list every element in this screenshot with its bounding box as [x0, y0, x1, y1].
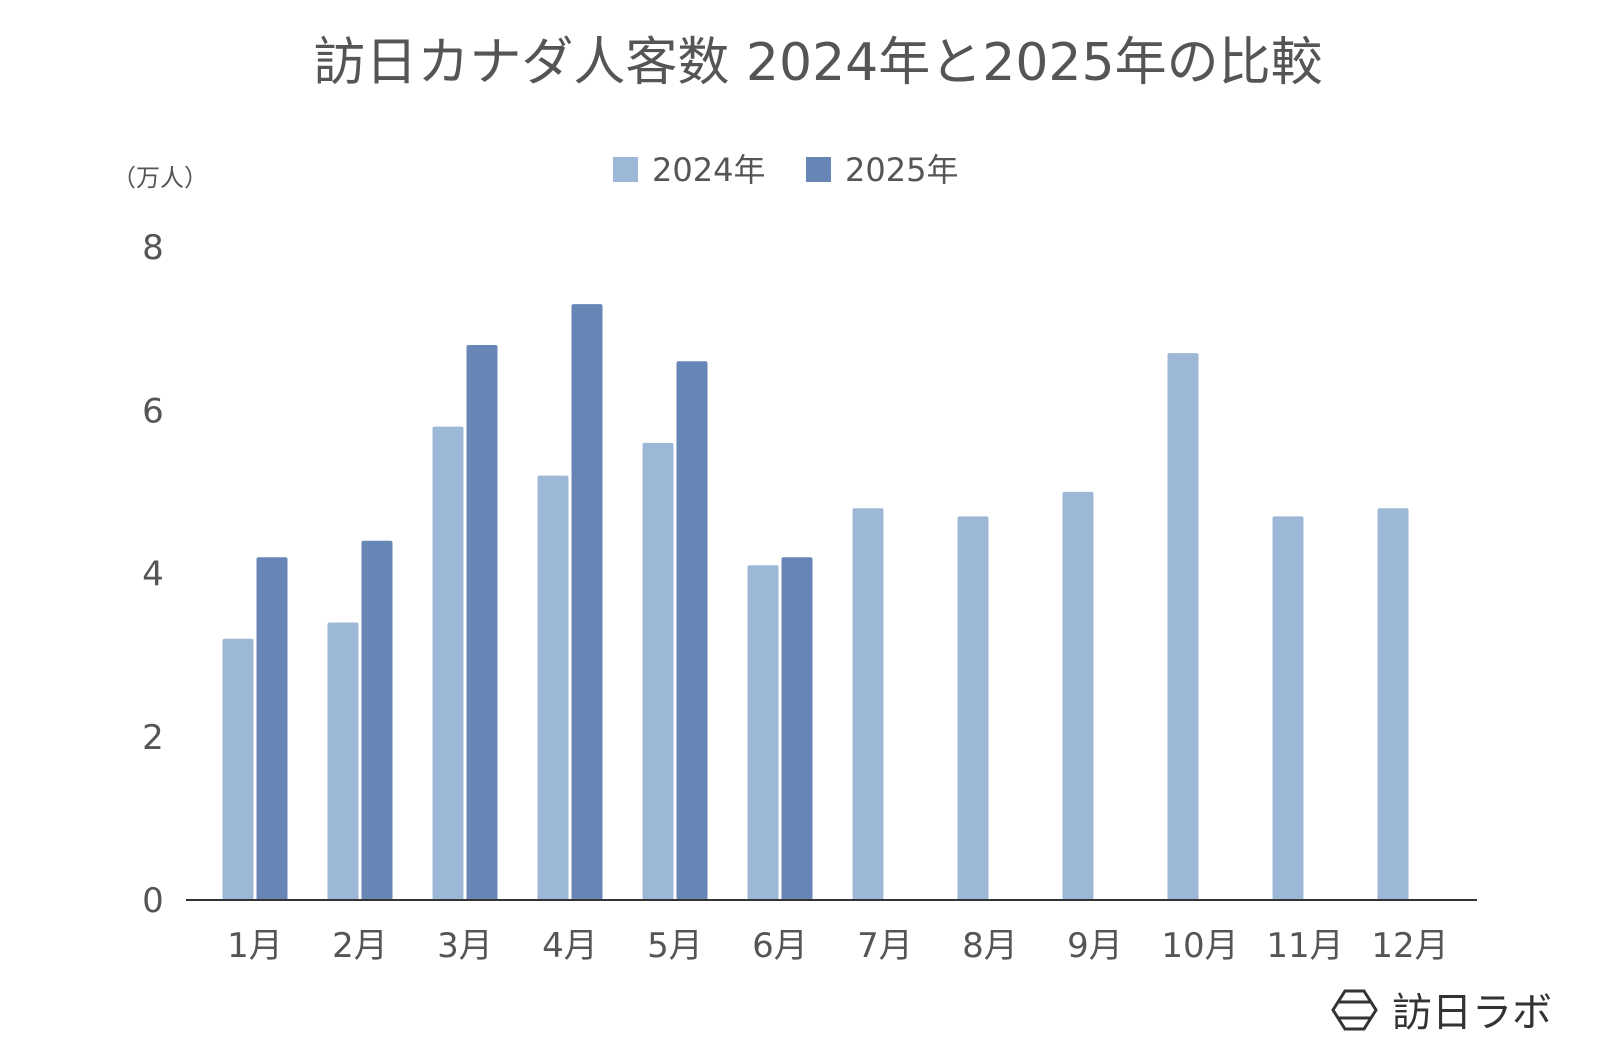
bar-9月-2024年 — [1062, 491, 1094, 900]
x-tick-label: 5月 — [647, 926, 703, 966]
x-tick-label: 3月 — [437, 926, 493, 966]
bar-3月-2024年 — [432, 426, 464, 900]
bar-7月-2024年 — [852, 508, 884, 900]
y-tick-label: 8 — [142, 228, 164, 268]
x-tick-label: 11月 — [1266, 926, 1343, 966]
bar-4月-2024年 — [537, 475, 569, 900]
x-tick-label: 1月 — [227, 926, 283, 966]
legend: 2024年 2025年 — [613, 151, 958, 189]
legend-label: 2025年 — [845, 151, 958, 189]
bar-8月-2024年 — [957, 516, 989, 900]
x-tick-label: 6月 — [752, 926, 808, 966]
bar-12月-2024年 — [1377, 508, 1409, 900]
x-axis-ticks: 1月 2月 3月 4月 5月 6月 7月 8月 9月 10月 11月 12月 — [227, 926, 1448, 966]
y-tick-label: 0 — [142, 881, 164, 921]
bar-1月-2025年 — [256, 557, 288, 900]
x-tick-label: 10月 — [1161, 926, 1238, 966]
bar-4月-2025年 — [571, 304, 603, 901]
brand-name: 訪日ラボ — [1392, 990, 1552, 1036]
legend-swatch — [806, 157, 831, 182]
x-tick-label: 4月 — [542, 926, 598, 966]
bar-3月-2025年 — [466, 345, 498, 900]
x-tick-label: 7月 — [857, 926, 913, 966]
bar-2月-2025年 — [361, 540, 393, 900]
bar-11月-2024年 — [1272, 516, 1304, 900]
y-tick-label: 2 — [142, 718, 164, 758]
y-axis-ticks: 0 2 4 6 8 — [142, 228, 164, 921]
y-tick-label: 4 — [142, 555, 164, 595]
brand-logo: 訪日ラボ — [1331, 989, 1552, 1036]
bar-5月-2024年 — [642, 442, 674, 900]
bar-10月-2024年 — [1167, 353, 1199, 901]
bar-6月-2024年 — [747, 565, 779, 900]
legend-item-1: 2024年 — [613, 151, 765, 189]
bar-6月-2025年 — [781, 557, 813, 900]
y-axis-unit-label: （万人） — [112, 164, 208, 192]
x-tick-label: 9月 — [1067, 926, 1123, 966]
bars-group — [222, 304, 1409, 901]
hexagon-logo-icon — [1331, 989, 1378, 1031]
bar-2月-2024年 — [327, 622, 359, 900]
bar-1月-2024年 — [222, 638, 254, 900]
chart-title: 訪日カナダ人客数 2024年と2025年の比較 — [313, 33, 1322, 93]
y-tick-label: 6 — [142, 391, 164, 431]
legend-swatch — [613, 157, 638, 182]
bar-5月-2025年 — [676, 361, 708, 900]
legend-label: 2024年 — [652, 151, 765, 189]
x-tick-label: 12月 — [1371, 926, 1448, 966]
x-tick-label: 2月 — [332, 926, 388, 966]
legend-item-2: 2025年 — [806, 151, 958, 189]
x-tick-label: 8月 — [962, 926, 1018, 966]
